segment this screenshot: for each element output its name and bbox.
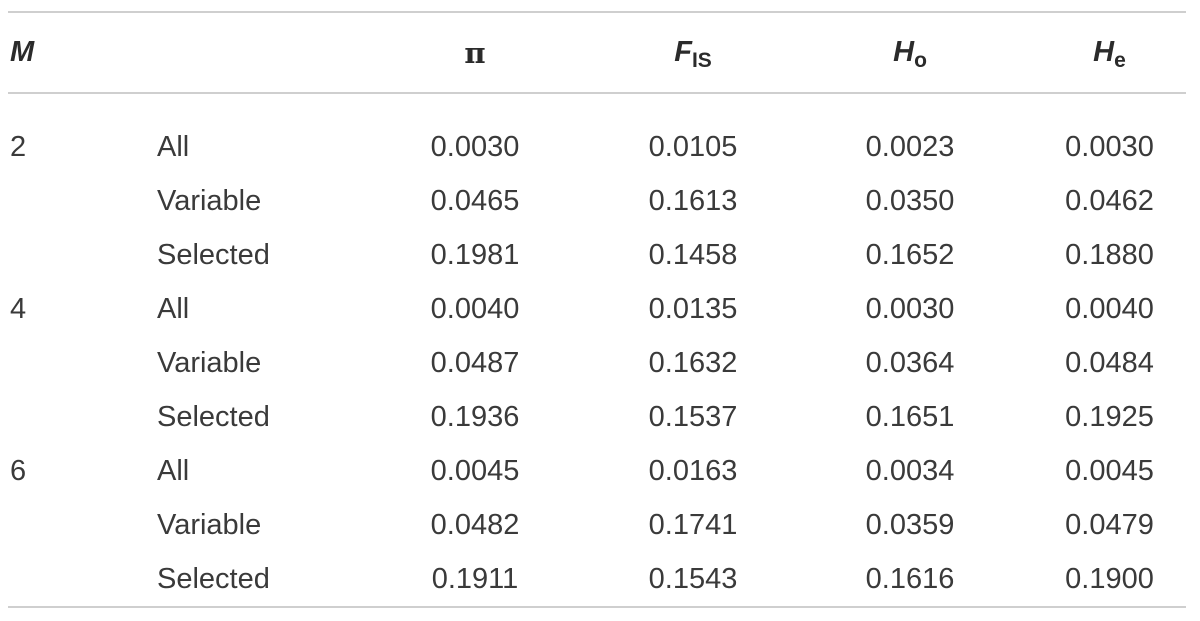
cell-fis: 0.1537 xyxy=(648,400,738,433)
cell-fis: 0.1741 xyxy=(648,508,738,541)
cell-fis: 0.0105 xyxy=(648,130,738,163)
cell-m xyxy=(0,174,145,228)
cell-m xyxy=(0,228,145,282)
cell-ho: 0.0030 xyxy=(865,292,955,325)
cell-m xyxy=(0,552,145,606)
header-he-main: H xyxy=(1093,36,1115,68)
cell-he: 0.1900 xyxy=(1065,562,1154,595)
cell-ho: 0.0350 xyxy=(865,184,955,217)
cell-subset: Variable xyxy=(157,508,262,541)
cell-pi: 0.0040 xyxy=(430,292,520,325)
header-fis: FIS xyxy=(585,0,801,93)
cell-pi: 0.1911 xyxy=(431,562,519,595)
header-fis-main: F xyxy=(674,36,692,68)
header-ho-sub: o xyxy=(914,49,927,72)
table-body: 2 All 0.0030 0.0105 0.0023 0.0030 Variable 0.04… xyxy=(0,93,1200,606)
cell-he: 0.0484 xyxy=(1065,346,1154,379)
table-row: 2 All 0.0030 0.0105 0.0023 0.0030 xyxy=(0,93,1200,174)
table-row: Selected 0.1981 0.1458 0.1652 0.1880 xyxy=(0,228,1200,282)
table-row: Selected 0.1936 0.1537 0.1651 0.1925 xyxy=(0,390,1200,444)
header-subset xyxy=(145,0,365,93)
table-top-rule xyxy=(8,11,1186,13)
cell-subset: All xyxy=(157,130,190,163)
cell-fis: 0.1458 xyxy=(648,238,738,271)
cell-fis: 0.1613 xyxy=(648,184,738,217)
cell-subset: All xyxy=(157,454,190,487)
table-row: Variable 0.0482 0.1741 0.0359 0.0479 xyxy=(0,498,1200,552)
header-m: M xyxy=(10,36,35,68)
header-he: He xyxy=(1019,0,1200,93)
cell-ho: 0.1652 xyxy=(865,238,955,271)
cell-m xyxy=(0,336,145,390)
cell-pi: 0.0482 xyxy=(430,508,520,541)
header-ho: Ho xyxy=(801,0,1019,93)
cell-ho: 0.0359 xyxy=(865,508,955,541)
cell-pi: 0.0045 xyxy=(430,454,520,487)
cell-subset: All xyxy=(157,292,190,325)
cell-m: 4 xyxy=(10,292,27,325)
cell-fis: 0.1543 xyxy=(648,562,738,595)
cell-pi: 0.0487 xyxy=(430,346,520,379)
cell-m: 2 xyxy=(10,130,27,163)
cell-he: 0.0045 xyxy=(1065,454,1154,487)
table-row: 4 All 0.0040 0.0135 0.0030 0.0040 xyxy=(0,282,1200,336)
table-header-rule xyxy=(8,92,1186,94)
table-row: 6 All 0.0045 0.0163 0.0034 0.0045 xyxy=(0,444,1200,498)
cell-subset: Selected xyxy=(157,562,270,595)
cell-pi: 0.0465 xyxy=(430,184,520,217)
table-header: M π FIS Ho He xyxy=(0,0,1200,93)
header-pi: π xyxy=(464,35,486,70)
cell-ho: 0.0034 xyxy=(865,454,955,487)
cell-ho: 0.0023 xyxy=(865,130,955,163)
cell-pi: 0.1981 xyxy=(430,238,520,271)
statistics-table: M π FIS Ho He 2 All 0.0030 0.0105 0.0023 0.00… xyxy=(0,0,1200,606)
cell-he: 0.0040 xyxy=(1065,292,1154,325)
header-row: M π FIS Ho He xyxy=(0,0,1200,93)
cell-m xyxy=(0,498,145,552)
header-fis-sub: IS xyxy=(691,49,712,72)
cell-subset: Selected xyxy=(157,400,270,433)
table-row: Selected 0.1911 0.1543 0.1616 0.1900 xyxy=(0,552,1200,606)
header-ho-main: H xyxy=(893,36,915,68)
cell-m xyxy=(0,390,145,444)
cell-he: 0.0462 xyxy=(1065,184,1154,217)
cell-ho: 0.1651 xyxy=(865,400,955,433)
cell-he: 0.1925 xyxy=(1065,400,1154,433)
header-he-sub: e xyxy=(1114,49,1126,72)
cell-subset: Variable xyxy=(157,346,262,379)
cell-pi: 0.1936 xyxy=(430,400,520,433)
cell-subset: Selected xyxy=(157,238,270,271)
cell-m: 6 xyxy=(10,454,27,487)
cell-fis: 0.0163 xyxy=(648,454,738,487)
cell-subset: Variable xyxy=(157,184,262,217)
cell-pi: 0.0030 xyxy=(430,130,520,163)
table-row: Variable 0.0487 0.1632 0.0364 0.0484 xyxy=(0,336,1200,390)
cell-fis: 0.1632 xyxy=(648,346,738,379)
cell-fis: 0.0135 xyxy=(648,292,738,325)
cell-he: 0.0479 xyxy=(1065,508,1154,541)
table-bottom-rule xyxy=(8,606,1186,608)
table-row: Variable 0.0465 0.1613 0.0350 0.0462 xyxy=(0,174,1200,228)
cell-he: 0.0030 xyxy=(1065,130,1154,163)
cell-he: 0.1880 xyxy=(1065,238,1154,271)
cell-ho: 0.0364 xyxy=(865,346,955,379)
cell-ho: 0.1616 xyxy=(865,562,955,595)
